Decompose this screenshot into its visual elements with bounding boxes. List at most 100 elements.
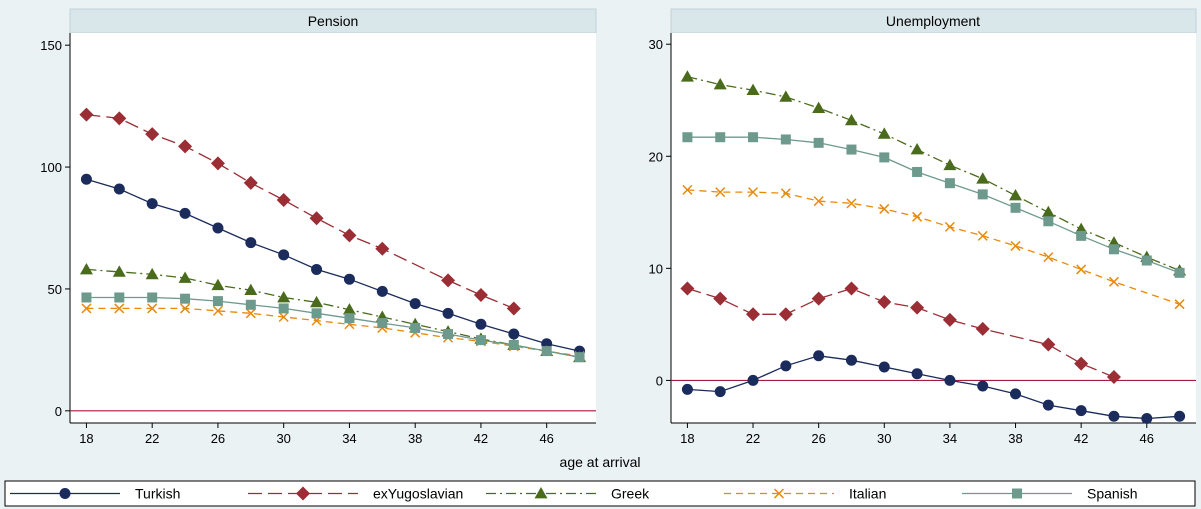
data-point <box>1174 267 1185 278</box>
data-point <box>245 299 256 310</box>
legend-label: Turkish <box>135 486 180 502</box>
panel-title-strip-pension <box>69 8 597 34</box>
data-point <box>1010 388 1022 400</box>
y-tick-label: 150 <box>40 38 62 53</box>
legend-marker <box>59 488 71 499</box>
data-point <box>813 350 825 362</box>
data-point <box>1009 189 1023 201</box>
data-point <box>778 307 793 322</box>
legend-label: exYugoslavian <box>373 486 463 502</box>
data-point <box>879 152 890 163</box>
series-spanish-unemployment <box>682 132 1185 278</box>
data-point <box>243 175 258 190</box>
panel-title-strip-unemployment <box>670 8 1197 34</box>
data-point <box>212 222 224 234</box>
data-point <box>114 303 125 314</box>
data-point <box>846 144 857 155</box>
data-point <box>179 207 191 219</box>
panel-pension: Pension 0 50 100 150 18 22 26 30 34 38 42 46 <box>40 8 597 446</box>
data-point <box>311 308 322 319</box>
data-point <box>976 172 990 184</box>
data-point <box>212 305 223 316</box>
data-point <box>977 230 988 241</box>
y-tick-label: 100 <box>40 160 62 175</box>
data-point <box>145 127 160 142</box>
data-point <box>746 307 761 322</box>
data-point <box>1043 252 1054 263</box>
data-point <box>506 301 521 316</box>
series-exyugoslavian-unemployment <box>680 281 1121 385</box>
data-point <box>977 189 988 200</box>
panel-title-pension: Pension <box>308 13 359 29</box>
data-point <box>1041 205 1055 218</box>
data-point <box>877 294 892 309</box>
y-tick-label: 30 <box>649 37 663 52</box>
data-point <box>812 101 826 113</box>
data-point <box>912 166 923 177</box>
data-point <box>942 312 957 327</box>
data-point <box>180 303 191 314</box>
data-point <box>178 271 192 283</box>
data-point <box>180 293 191 304</box>
data-point <box>879 203 890 214</box>
series-spanish-pension <box>81 292 585 363</box>
data-point <box>845 354 857 366</box>
data-point <box>844 113 858 126</box>
x-tick-label: 18 <box>79 431 93 446</box>
data-point <box>1108 410 1120 422</box>
data-point <box>714 386 726 398</box>
data-point <box>1010 240 1021 251</box>
data-point <box>1074 356 1089 371</box>
data-point <box>114 292 125 303</box>
x-tick-label: 38 <box>1008 431 1022 446</box>
plot-pension: 0 50 100 150 18 22 26 30 34 38 42 46 <box>40 33 596 446</box>
data-point <box>375 241 390 256</box>
data-point <box>343 273 355 285</box>
data-point <box>713 78 727 90</box>
series-line <box>86 307 580 357</box>
data-point <box>377 318 388 329</box>
data-point <box>508 340 519 350</box>
data-point <box>748 132 759 143</box>
x-tick-label: 26 <box>211 431 225 446</box>
data-point <box>212 296 223 307</box>
data-point <box>715 132 726 143</box>
data-point <box>680 281 695 296</box>
legend-item-spanish: Spanish <box>962 486 1138 502</box>
plot-area-pension <box>70 33 596 423</box>
x-tick-label: 26 <box>811 431 825 446</box>
data-point <box>376 285 388 297</box>
data-point <box>344 313 355 324</box>
data-point <box>779 90 793 102</box>
series-line <box>86 268 580 358</box>
data-point <box>877 127 891 139</box>
data-point <box>310 295 324 308</box>
data-point <box>277 290 291 303</box>
data-point <box>680 70 694 82</box>
data-point <box>944 374 956 386</box>
series-line <box>687 136 1180 274</box>
data-point <box>713 291 728 306</box>
data-point <box>912 211 923 222</box>
x-tick-label: 46 <box>539 431 553 446</box>
data-point <box>844 281 859 296</box>
legend-item-italian: Italian <box>724 486 886 502</box>
data-point <box>508 328 520 340</box>
data-point <box>1141 255 1152 266</box>
legend-label: Italian <box>849 486 886 502</box>
data-point <box>541 346 552 357</box>
data-point <box>682 132 693 143</box>
legend-item-exyugoslavian: exYugoslavian <box>248 486 463 502</box>
legend-marker <box>534 487 548 499</box>
data-point <box>443 329 454 340</box>
data-point <box>245 308 256 319</box>
data-point <box>878 361 890 373</box>
data-point <box>245 237 257 249</box>
x-tick-label: 22 <box>145 431 159 446</box>
x-tick-label: 30 <box>276 431 290 446</box>
data-point <box>81 292 92 303</box>
series-turkish-unemployment <box>681 350 1186 425</box>
series-italian-unemployment <box>682 184 1185 310</box>
data-point <box>1141 413 1153 425</box>
data-point <box>79 107 94 122</box>
